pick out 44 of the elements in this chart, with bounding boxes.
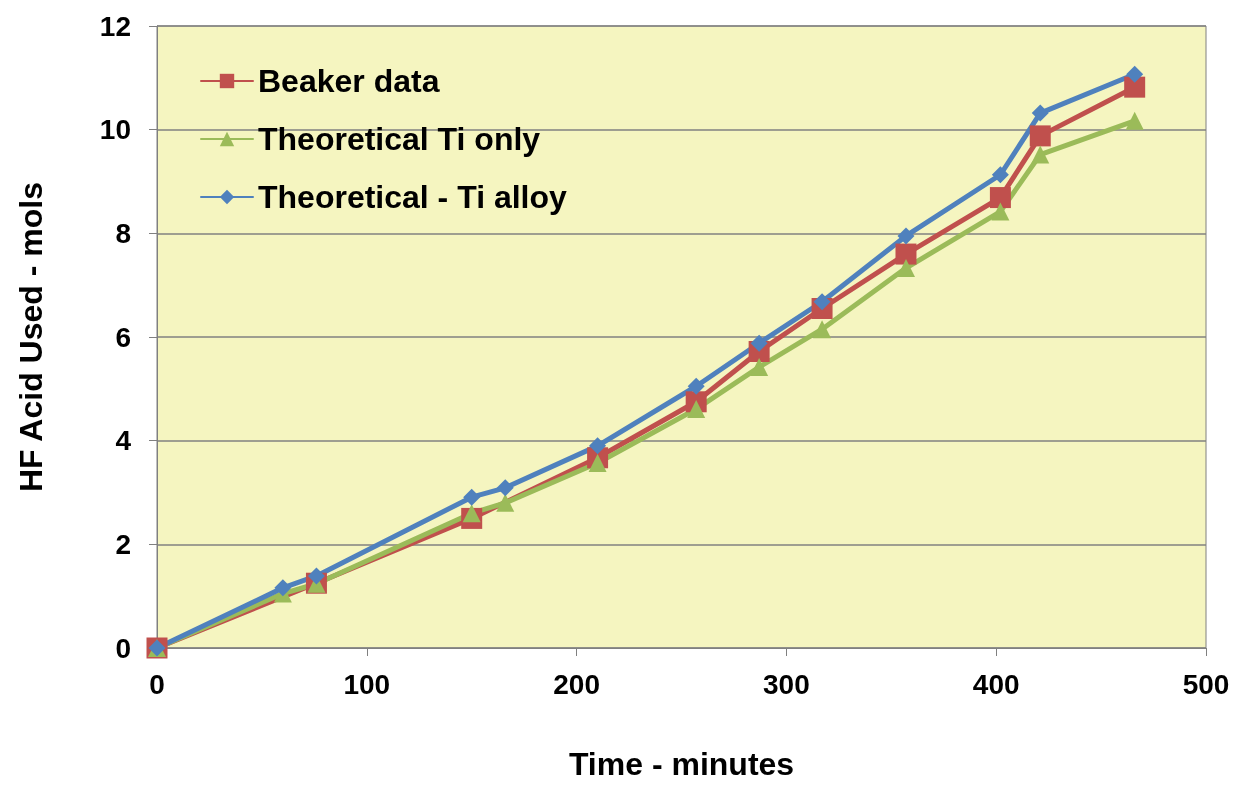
point <box>1031 104 1049 122</box>
point <box>1124 76 1146 98</box>
point <box>896 259 915 278</box>
y-tick-label: 12 <box>99 10 131 42</box>
point <box>991 202 1010 221</box>
point <box>1031 145 1050 164</box>
y-tick-label: 0 <box>115 632 131 664</box>
x-tick-label: 100 <box>343 668 391 700</box>
x-tick-label: 300 <box>763 668 810 700</box>
point <box>750 358 769 377</box>
x-tick-label: 0 <box>149 668 165 700</box>
legend-label: Theoretical Ti only <box>258 121 541 157</box>
point <box>750 334 768 352</box>
point <box>813 320 832 339</box>
x-tick-label: 200 <box>553 668 600 700</box>
y-axis-title: HF Acid Used - mols <box>13 182 49 492</box>
point <box>274 579 292 597</box>
legend-label: Beaker data <box>258 63 440 99</box>
point <box>496 479 514 497</box>
point <box>463 488 481 506</box>
point <box>462 504 481 523</box>
point <box>496 493 515 512</box>
point <box>897 227 915 245</box>
point <box>307 567 325 585</box>
point <box>989 187 1011 209</box>
y-tick-label: 8 <box>115 217 131 249</box>
x-tick-label: 500 <box>1182 668 1230 700</box>
point <box>687 377 705 395</box>
legend-label: Theoretical - Ti alloy <box>258 179 568 215</box>
y-tick-label: 6 <box>115 321 131 353</box>
point <box>589 437 607 455</box>
y-tick-label: 4 <box>115 425 132 457</box>
point <box>813 293 831 311</box>
point <box>588 453 607 472</box>
point <box>1125 111 1144 130</box>
x-axis-title: Time - minutes <box>568 746 795 782</box>
x-tick-label: 400 <box>972 668 1020 700</box>
point <box>1126 65 1144 83</box>
y-tick-label: 2 <box>115 528 131 560</box>
point <box>895 243 917 265</box>
point <box>991 166 1009 184</box>
point <box>1029 125 1051 147</box>
point <box>687 400 706 419</box>
y-tick-label: 10 <box>99 114 131 146</box>
